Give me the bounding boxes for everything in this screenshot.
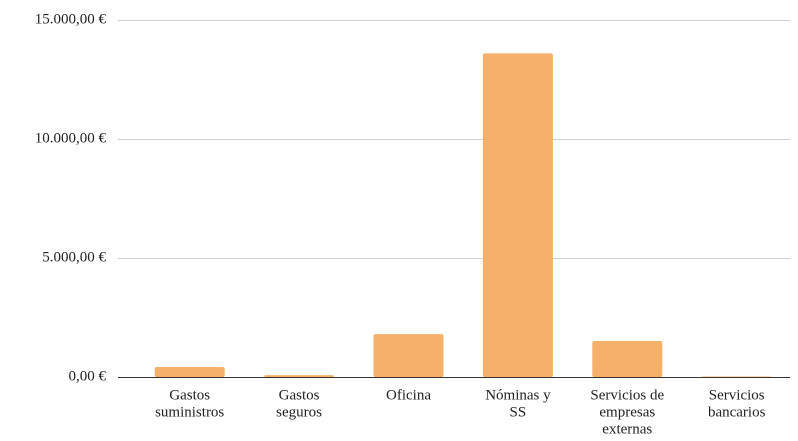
bar [592, 341, 663, 377]
x-tick-label: seguros [276, 404, 322, 420]
x-tick-label: externas [602, 421, 652, 437]
y-tick-label: 5.000,00 € [42, 249, 106, 265]
bar [373, 334, 444, 377]
y-tick-label: 15.000,00 € [35, 11, 107, 27]
x-tick-label: Servicios de [590, 387, 664, 403]
x-tick-label: Gastos [279, 387, 320, 403]
x-tick-label: Gastos [169, 387, 210, 403]
bar [264, 375, 335, 377]
bar [154, 367, 225, 377]
x-tick-label: Oficina [386, 387, 431, 403]
x-tick-label: SS [510, 404, 527, 420]
x-tick-label: empresas [599, 404, 655, 420]
bar [482, 53, 553, 377]
x-tick-label: bancarios [708, 404, 766, 420]
y-tick-label: 10.000,00 € [35, 130, 107, 146]
x-tick-label: suministros [155, 404, 224, 420]
y-tick-label: 0,00 € [69, 368, 107, 384]
x-tick-label: Servicios [709, 387, 765, 403]
x-tick-label: Nóminas y [485, 387, 551, 403]
